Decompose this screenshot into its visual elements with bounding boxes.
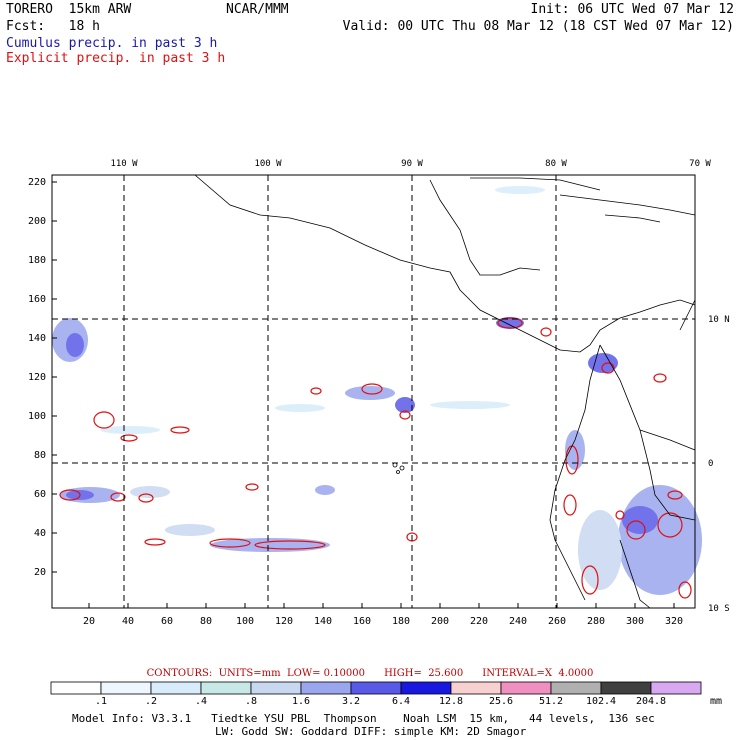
legend-explicit: Explicit precip. in past 3 h: [6, 51, 226, 66]
colorbar-swatch: [150, 681, 202, 695]
colorbar-swatch: [300, 681, 352, 695]
x-tick-label: 140: [314, 616, 332, 627]
x-tick-label: 200: [431, 616, 449, 627]
lon-label: 90 W: [401, 159, 423, 169]
colorbar-unit: mm: [710, 696, 722, 707]
lon-label: 110 W: [110, 159, 138, 169]
footer-model-info: Model Info: V3.3.1 Tiedtke YSU PBL Thomp…: [72, 712, 655, 725]
colorbar-label: 204.8: [636, 696, 666, 707]
colorbar-swatch: [250, 681, 302, 695]
colorbar-swatch: [650, 681, 702, 695]
lat-label: 10 N: [708, 315, 730, 325]
y-tick-label: 120: [28, 372, 46, 383]
y-tick-label: 200: [28, 216, 46, 227]
y-tick-label: 80: [34, 450, 46, 461]
coastlines: [194, 174, 696, 609]
x-tick-label: 320: [665, 616, 683, 627]
x-tick-label: 260: [548, 616, 566, 627]
x-tick-label: 20: [83, 616, 95, 627]
colorbar-label: 12.8: [439, 696, 463, 707]
colorbar-label: .8: [245, 696, 257, 707]
colorbar-swatch: [600, 681, 652, 695]
x-tick-label: 120: [275, 616, 293, 627]
x-tick-label: 220: [470, 616, 488, 627]
colorbar-swatch: [550, 681, 602, 695]
legend-cumulus: Cumulus precip. in past 3 h: [6, 36, 218, 51]
valid-time: Valid: 00 UTC Thu 08 Mar 12 (18 CST Wed …: [342, 19, 734, 34]
colorbar-label: 51.2: [539, 696, 563, 707]
latlon-grid: [52, 175, 695, 608]
precip-cumulus: [52, 186, 702, 595]
colorbar-swatch: [450, 681, 502, 695]
contour-info: CONTOURS: UNITS=mm LOW= 0.10000 HIGH= 25…: [146, 668, 594, 679]
lat-label: 0: [708, 459, 713, 469]
y-tick-label: 160: [28, 294, 46, 305]
colorbar: [50, 681, 702, 695]
colorbar-swatch: [100, 681, 152, 695]
colorbar-swatch: [350, 681, 402, 695]
colorbar-swatch: [400, 681, 452, 695]
x-tick-label: 160: [353, 616, 371, 627]
x-tick-label: 60: [161, 616, 173, 627]
colorbar-swatch: [50, 681, 102, 695]
colorbar-label: .2: [145, 696, 157, 707]
lon-label: 80 W: [545, 159, 567, 169]
colorbar-label: 6.4: [392, 696, 410, 707]
colorbar-label: 3.2: [342, 696, 360, 707]
init-time: Init: 06 UTC Wed 07 Mar 12: [530, 2, 735, 17]
lon-label: 70 W: [689, 159, 711, 169]
y-tick-label: 60: [34, 489, 46, 500]
x-tick-label: 100: [236, 616, 254, 627]
colorbar-swatch: [500, 681, 552, 695]
y-tick-label: 20: [34, 567, 46, 578]
x-tick-label: 180: [392, 616, 410, 627]
x-tick-label: 280: [587, 616, 605, 627]
colorbar-label: 102.4: [586, 696, 616, 707]
x-tick-label: 240: [509, 616, 527, 627]
y-tick-label: 100: [28, 411, 46, 422]
y-tick-label: 220: [28, 177, 46, 188]
forecast-hour: Fcst: 18 h: [6, 19, 100, 34]
model-name: TORERO 15km ARW: [6, 2, 132, 17]
y-tick-label: 40: [34, 528, 46, 539]
lon-label: 100 W: [254, 159, 282, 169]
x-tick-label: 40: [122, 616, 134, 627]
y-tick-label: 180: [28, 255, 46, 266]
colorbar-label: .4: [195, 696, 207, 707]
x-tick-label: 80: [200, 616, 212, 627]
colorbar-swatch: [200, 681, 252, 695]
y-tick-label: 140: [28, 333, 46, 344]
lat-label: 10 S: [708, 604, 730, 614]
colorbar-label: .1: [95, 696, 107, 707]
footer-physics-info: LW: Godd SW: Goddard DIFF: simple KM: 2D…: [215, 725, 527, 738]
x-tick-label: 300: [626, 616, 644, 627]
map-frame: [51, 174, 696, 609]
colorbar-label: 1.6: [292, 696, 310, 707]
organization: NCAR/MMM: [226, 2, 289, 17]
colorbar-label: 25.6: [489, 696, 513, 707]
